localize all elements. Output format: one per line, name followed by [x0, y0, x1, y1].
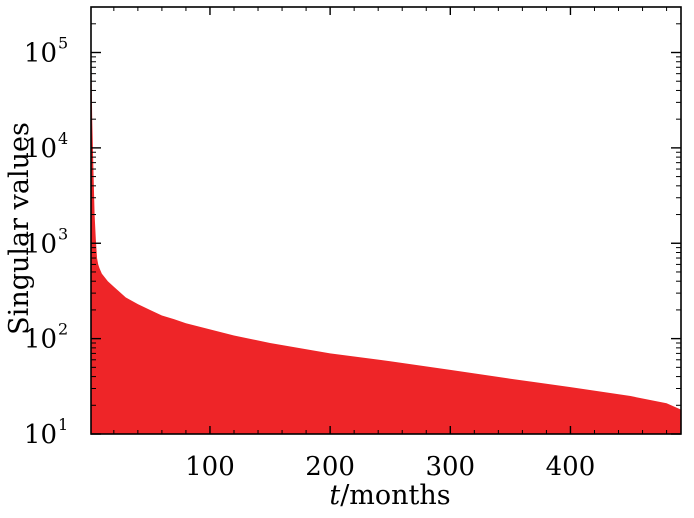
x-axis-label: t/months: [329, 480, 450, 511]
y-tick-exponent: 3: [58, 224, 68, 243]
x-tick-label: 200: [305, 452, 355, 482]
x-tick-label: 400: [546, 452, 596, 482]
tick-layer: [91, 6, 681, 435]
x-tick-label: 100: [185, 452, 235, 482]
y-tick-exponent: 4: [58, 129, 68, 148]
x-tick-label: 300: [425, 452, 475, 482]
y-tick-exponent: 2: [58, 320, 68, 339]
y-tick-label: 10: [24, 39, 57, 69]
area-layer: [91, 35, 681, 435]
y-tick-exponent: 5: [58, 34, 68, 53]
plot-frame: [90, 6, 682, 435]
y-tick-label: 10: [24, 325, 57, 355]
y-tick-label: 10: [24, 420, 57, 450]
y-axis-label: Singular values: [4, 122, 35, 335]
singular-values-area: [91, 35, 681, 435]
y-tick-exponent: 1: [58, 415, 68, 434]
y-tick-label: 10: [24, 134, 57, 164]
y-tick-label: 10: [24, 229, 57, 259]
